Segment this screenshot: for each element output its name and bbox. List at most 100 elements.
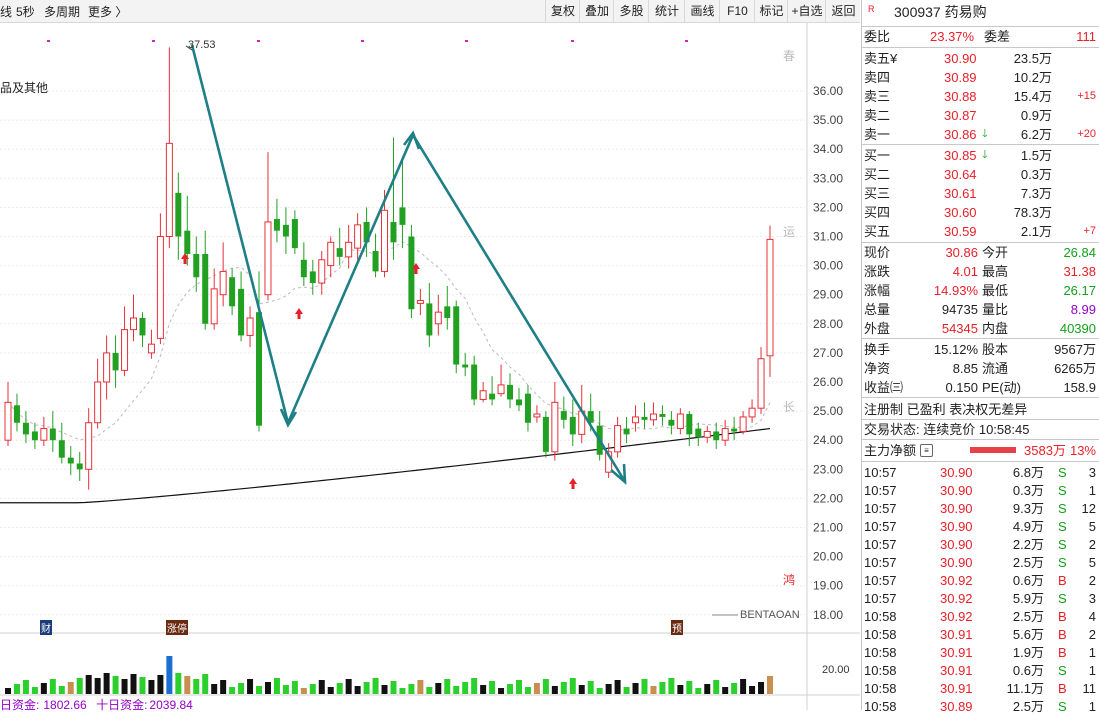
volume-bar — [229, 687, 236, 694]
volume-bar — [345, 679, 352, 694]
candle-body — [238, 288, 245, 336]
toolbar-button-8[interactable]: 返回 — [825, 0, 861, 22]
tick-row[interactable]: 10:57 30.90 4.9万 S 5 — [862, 517, 1099, 536]
candle-body — [94, 381, 102, 424]
fund-1d-label: 日资金: — [0, 698, 40, 712]
tick-row[interactable]: 10:58 30.91 0.6万 S 1 — [862, 661, 1099, 680]
candle-body — [282, 224, 289, 237]
volume-bar — [399, 688, 406, 694]
tick-price: 30.91 — [940, 681, 973, 696]
volume-bar — [139, 677, 146, 694]
tick-price: 30.90 — [940, 501, 973, 516]
top-marker-dot — [685, 40, 688, 42]
tick-row[interactable]: 10:57 30.90 2.2万 S 2 — [862, 535, 1099, 554]
buy-signal-arrow-icon — [181, 253, 189, 264]
weicha-value: 111 — [1076, 29, 1096, 44]
volume-bar — [49, 679, 56, 694]
toolbar-button-3[interactable]: 统计 — [648, 0, 685, 22]
toolbar-button-6[interactable]: 标记 — [754, 0, 788, 22]
ask-label: 卖三 — [864, 89, 891, 104]
tick-side: B — [1058, 627, 1067, 642]
candle-body — [569, 416, 576, 435]
chart-canvas[interactable]: 36.00 35.00 34.00 33.00 32.00 31.00 30.00 29.00… — [0, 23, 860, 710]
main-flow-bar — [970, 447, 1016, 453]
stock-code-name[interactable]: 300937 药易购 — [894, 4, 987, 20]
main-flow-info-icon[interactable]: ≡ — [920, 444, 933, 457]
candle-body — [668, 419, 675, 426]
tick-row[interactable]: 10:57 30.92 0.6万 B 2 — [862, 571, 1099, 590]
toolbar-button-4[interactable]: 画线 — [684, 0, 720, 22]
candle-body — [641, 416, 648, 420]
stat-value: 94735 — [941, 302, 978, 317]
multi-period-button[interactable]: 多周期 — [44, 5, 81, 19]
candle-body — [748, 407, 756, 418]
tick-row[interactable]: 10:57 30.90 0.3万 S 1 — [862, 481, 1099, 500]
event-financial-icon[interactable]: 财 — [40, 620, 52, 635]
toolbar-button-1[interactable]: 叠加 — [579, 0, 614, 22]
weibi-row: 委比 23.37% 委差 111 — [862, 27, 1099, 46]
toolbar-button-7[interactable]: +自选 — [787, 0, 826, 22]
candle-body — [614, 425, 622, 453]
toolbar-button-2[interactable]: 多股 — [613, 0, 649, 22]
tick-time: 10:57 — [864, 573, 897, 588]
volume-bar — [462, 682, 469, 694]
tick-price: 30.91 — [940, 663, 973, 678]
candle-body — [165, 142, 173, 237]
tick-volume: 2.2万 — [1012, 537, 1044, 552]
tick-price: 30.89 — [940, 699, 973, 714]
bid-label: 买一 — [864, 148, 891, 163]
volume-bar — [704, 684, 711, 694]
volume-bar — [166, 656, 173, 694]
tick-side: S — [1058, 537, 1067, 552]
tick-row[interactable]: 10:57 30.90 2.5万 S 5 — [862, 553, 1099, 572]
tick-row[interactable]: 10:58 30.92 2.5万 B 4 — [862, 607, 1099, 626]
volume-bar — [695, 688, 702, 694]
bid-change: +7 — [1083, 225, 1096, 237]
volume-bar — [722, 687, 729, 694]
candle-body — [713, 431, 720, 441]
volume-bar — [67, 682, 74, 694]
tick-row[interactable]: 10:57 30.90 9.3万 S 12 — [862, 499, 1099, 518]
candle-body — [193, 253, 200, 278]
y-tick-label: 19.00 — [813, 579, 843, 593]
volume-bar — [282, 685, 289, 694]
tick-row[interactable]: 10:57 30.92 5.9万 S 3 — [862, 589, 1099, 608]
event-limit-up-icon[interactable]: 涨停 — [166, 620, 188, 635]
tick-row[interactable]: 10:58 30.91 11.1万 B 11 — [862, 679, 1099, 698]
tick-row[interactable]: 10:58 30.91 5.6万 B 2 — [862, 625, 1099, 644]
tick-row[interactable]: 10:57 30.90 6.8万 S 3 — [862, 463, 1099, 482]
tick-row[interactable]: 10:58 30.89 2.5万 S 1 — [862, 697, 1099, 716]
side-mark-hong: 鸿 — [783, 573, 796, 587]
toolbar-button-5[interactable]: F10 — [719, 0, 755, 22]
volume-bar — [758, 682, 765, 694]
ask-volume: 15.4万 — [1013, 89, 1052, 104]
ask-label: 卖一 — [864, 127, 891, 142]
fundamental-row: 换手 15.12% 股本 9567万 — [862, 340, 1099, 359]
bid-price: 30.59 — [944, 224, 977, 239]
tick-row[interactable]: 10:58 30.91 1.9万 B 1 — [862, 643, 1099, 662]
volume-bar — [515, 680, 522, 694]
tick-time: 10:57 — [864, 537, 897, 552]
candle-body — [40, 428, 48, 441]
candle-body — [731, 428, 738, 432]
fundamental-row: 收益㈢ 0.150 PE(动) 158.9 — [862, 378, 1099, 397]
event-forecast-icon[interactable]: 预 — [671, 620, 683, 635]
stat-row: 现价 30.86 今开 26.84 — [862, 243, 1099, 262]
ask-row: 卖五¥ 30.90 23.5万 — [862, 49, 1099, 68]
high-price-label: 37.53 — [188, 39, 216, 51]
volume-bar — [713, 680, 720, 694]
tick-count: 4 — [1088, 609, 1096, 624]
period-selector[interactable]: 5秒 — [16, 5, 35, 19]
kline-chart[interactable]: 36.00 35.00 34.00 33.00 32.00 31.00 30.00 29.00… — [0, 23, 860, 712]
more-menu[interactable]: 更多 〉 — [88, 5, 128, 19]
volume-bar — [480, 685, 487, 694]
ask-change: +15 — [1077, 90, 1096, 102]
y-tick-label: 21.00 — [813, 521, 843, 535]
toolbar-button-0[interactable]: 复权 — [545, 0, 580, 22]
tick-time: 10:58 — [864, 663, 897, 678]
watermark: BENTAOAN — [740, 609, 800, 621]
tick-volume: 4.9万 — [1012, 519, 1044, 534]
candle-body — [121, 329, 129, 371]
candle-body — [147, 343, 155, 354]
candle-body — [336, 248, 343, 257]
